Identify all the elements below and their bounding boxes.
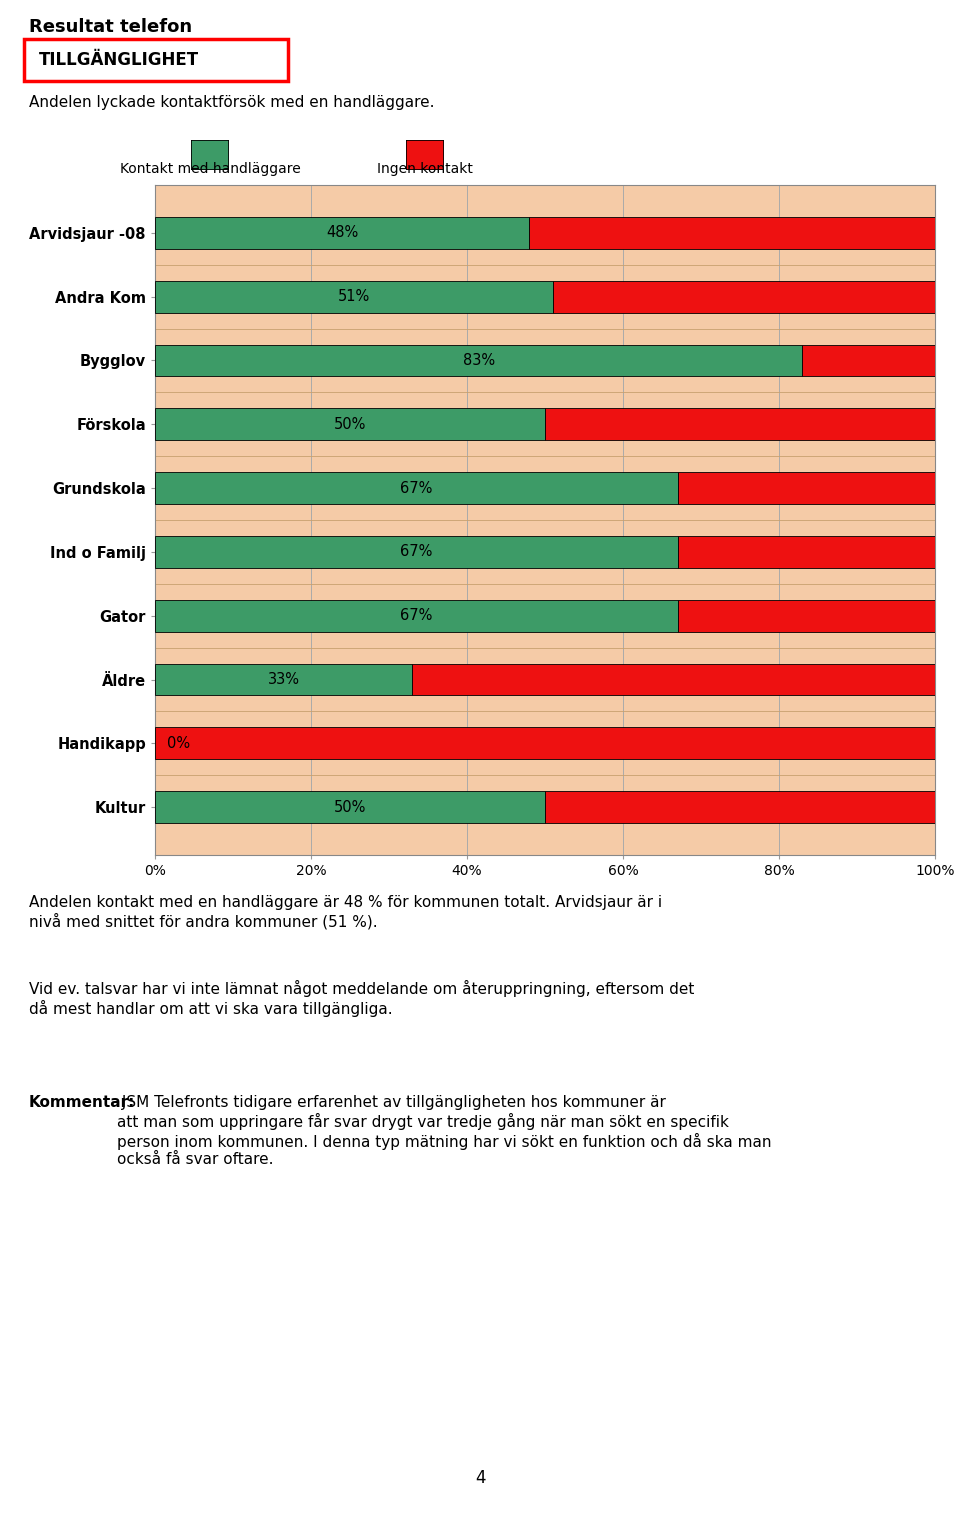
Bar — [155, 217, 529, 249]
Bar — [155, 663, 413, 695]
Text: 51%: 51% — [338, 290, 370, 305]
Bar — [155, 281, 553, 313]
Text: 4: 4 — [475, 1468, 485, 1487]
Bar — [529, 217, 935, 249]
Bar — [155, 344, 803, 376]
FancyBboxPatch shape — [24, 39, 288, 80]
Text: 50%: 50% — [334, 799, 366, 815]
Text: 67%: 67% — [400, 545, 433, 560]
Text: TILLGÄNGLIGHET: TILLGÄNGLIGHET — [39, 52, 199, 68]
Text: Vid ev. talsvar har vi inte lämnat något meddelande om återuppringning, eftersom: Vid ev. talsvar har vi inte lämnat något… — [29, 980, 694, 1016]
Text: 67%: 67% — [400, 608, 433, 623]
Text: Kontakt med handläggare: Kontakt med handläggare — [120, 162, 300, 176]
Text: Andelen lyckade kontaktförsök med en handläggare.: Andelen lyckade kontaktförsök med en han… — [29, 96, 434, 111]
Text: Andelen kontakt med en handläggare är 48 % för kommunen totalt. Arvidsjaur är i
: Andelen kontakt med en handläggare är 48… — [29, 895, 662, 930]
Text: Kommentar:: Kommentar: — [29, 1095, 135, 1110]
Text: Resultat telefon: Resultat telefon — [29, 18, 192, 36]
Text: 33%: 33% — [268, 672, 300, 687]
Text: 48%: 48% — [326, 226, 358, 240]
Bar — [155, 727, 935, 760]
Text: 83%: 83% — [463, 353, 494, 369]
Bar — [545, 408, 935, 440]
Bar — [155, 408, 545, 440]
Text: 0%: 0% — [167, 736, 190, 751]
Bar — [553, 281, 935, 313]
Bar — [678, 472, 935, 504]
Bar — [678, 536, 935, 567]
Text: 50%: 50% — [334, 417, 366, 432]
Text: 67%: 67% — [400, 481, 433, 496]
Bar — [413, 663, 935, 695]
Text: Ingen kontakt: Ingen kontakt — [377, 162, 473, 176]
Bar — [678, 599, 935, 631]
Bar — [155, 792, 545, 824]
Text: JSM Telefronts tidigare erfarenhet av tillgängligheten hos kommuner är
att man s: JSM Telefronts tidigare erfarenhet av ti… — [117, 1095, 772, 1167]
Bar — [155, 472, 678, 504]
Bar — [545, 792, 935, 824]
Bar — [155, 599, 678, 631]
Bar — [803, 344, 935, 376]
Bar — [155, 536, 678, 567]
